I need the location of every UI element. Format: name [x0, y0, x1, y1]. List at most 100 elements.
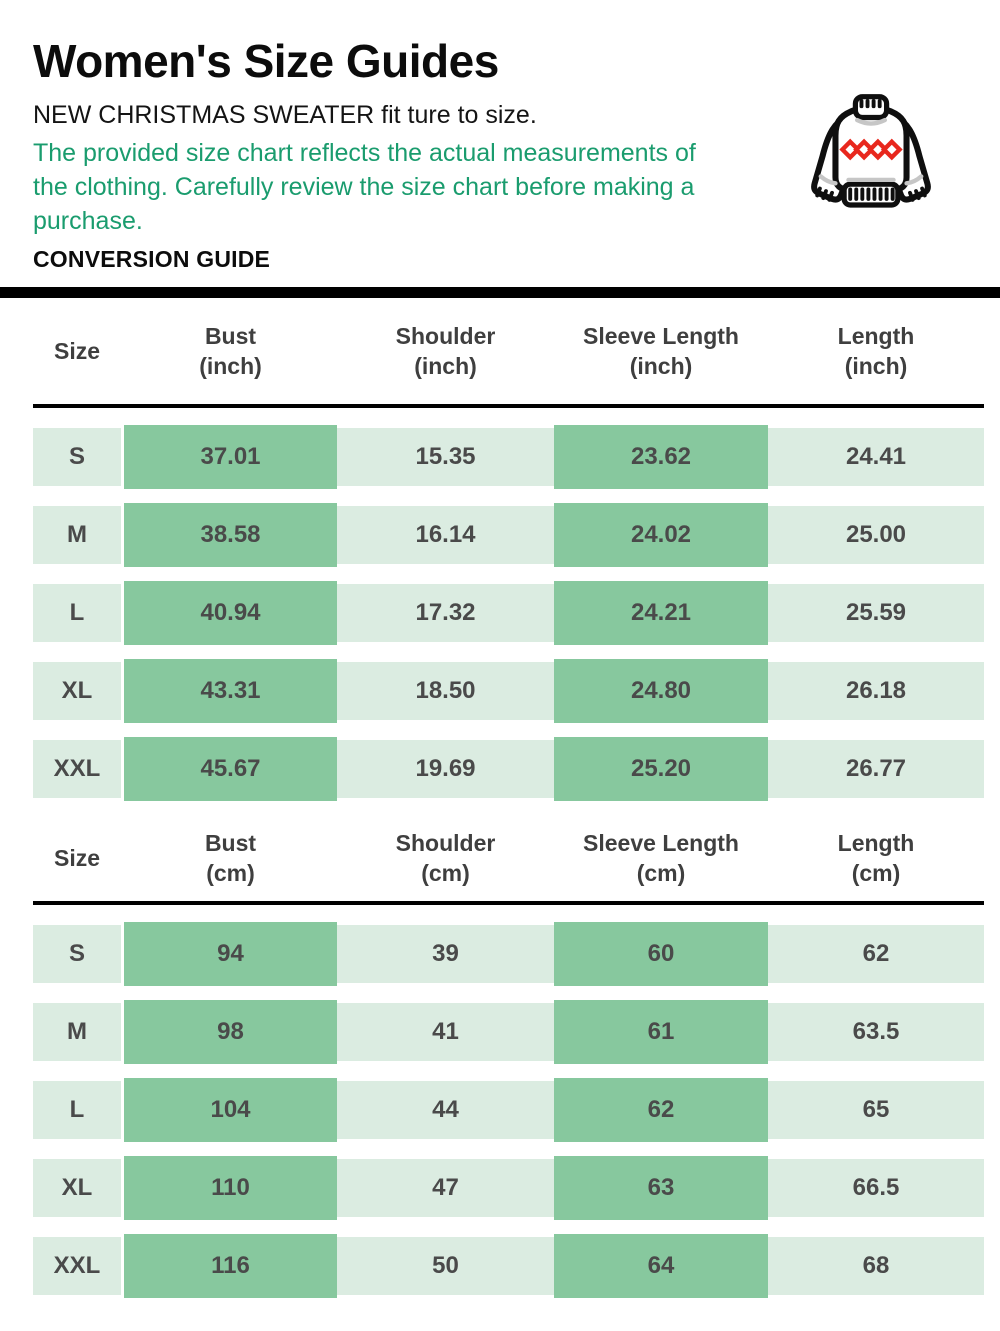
bust-cell: 38.58 — [124, 503, 337, 568]
header-underline — [33, 901, 984, 906]
column-header-label: Sleeve Length — [583, 323, 739, 350]
conversion-guide-label: CONVERSION GUIDE — [33, 246, 271, 273]
sleeve-length-cell: 63 — [554, 1156, 768, 1221]
table-row: M 98 41 61 63.5 — [33, 1000, 1000, 1065]
size-cell: S — [33, 428, 121, 487]
measurement-note: The provided size chart reflects the act… — [33, 139, 696, 236]
column-header-length: Length (inch) — [768, 321, 984, 381]
shoulder-cell: 47 — [337, 1159, 554, 1218]
sleeve-length-cell: 24.02 — [554, 503, 768, 568]
column-header-label: Sleeve Length — [583, 830, 739, 857]
table-row: M 38.58 16.14 24.02 25.00 — [33, 503, 1000, 568]
bust-cell: 98 — [124, 1000, 337, 1065]
bust-cell: 37.01 — [124, 425, 337, 490]
column-header-label: Bust — [204, 830, 257, 857]
cm-table-header: Size Bust (cm) Shoulder (cm) Sleeve Leng… — [33, 815, 1000, 901]
bust-cell: 104 — [124, 1078, 337, 1143]
shoulder-cell: 19.69 — [337, 740, 554, 799]
size-cell: XL — [33, 1159, 121, 1218]
column-header-shoulder: Shoulder (inch) — [337, 321, 554, 381]
column-header-label: Shoulder — [395, 323, 496, 350]
length-cell: 24.41 — [768, 428, 984, 487]
column-header-sleeve-length: Sleeve Length (inch) — [554, 321, 768, 381]
sleeve-length-cell: 60 — [554, 922, 768, 987]
length-cell: 63.5 — [768, 1003, 984, 1062]
shoulder-cell: 41 — [337, 1003, 554, 1062]
column-header-label: Shoulder — [395, 830, 496, 857]
shoulder-cell: 18.50 — [337, 662, 554, 721]
column-header-sleeve-length: Sleeve Length (cm) — [554, 828, 768, 888]
column-header-bust: Bust (cm) — [124, 828, 337, 888]
size-cell: XXL — [33, 740, 121, 799]
column-header-label: Length — [837, 830, 915, 857]
bust-cell: 110 — [124, 1156, 337, 1221]
conversion-tables: Size Bust (inch) Shoulder (inch) Sleeve … — [0, 298, 1000, 1299]
column-header-label: Bust — [204, 323, 257, 350]
length-cell: 65 — [768, 1081, 984, 1140]
table-row: XL 110 47 63 66.5 — [33, 1156, 1000, 1221]
length-cell: 26.18 — [768, 662, 984, 721]
bust-cell: 45.67 — [124, 737, 337, 802]
column-header-unit: (cm) — [636, 860, 686, 887]
size-cell: L — [33, 1081, 121, 1140]
bust-cell: 40.94 — [124, 581, 337, 646]
shoulder-cell: 15.35 — [337, 428, 554, 487]
length-cell: 26.77 — [768, 740, 984, 799]
table-row: L 104 44 62 65 — [33, 1078, 1000, 1143]
sweater-icon-graphic — [811, 94, 931, 208]
column-header-size: Size — [53, 845, 101, 872]
length-cell: 25.00 — [768, 506, 984, 565]
fit-note: NEW CHRISTMAS SWEATER fit ture to size. — [33, 100, 537, 129]
length-cell: 25.59 — [768, 584, 984, 643]
size-cell: M — [33, 506, 121, 565]
bust-cell: 116 — [124, 1234, 337, 1299]
bust-cell: 43.31 — [124, 659, 337, 724]
table-row: S 37.01 15.35 23.62 24.41 — [33, 425, 1000, 490]
header: Women's Size Guides NEW CHRISTMAS SWEATE… — [0, 0, 1000, 273]
column-header-shoulder: Shoulder (cm) — [337, 828, 554, 888]
diamond-pattern — [839, 138, 903, 161]
column-header-unit: (cm) — [206, 860, 255, 887]
column-header-unit: (cm) — [421, 860, 470, 887]
shoulder-cell: 44 — [337, 1081, 554, 1140]
header-underline — [33, 404, 984, 409]
column-header-label: Length — [837, 323, 915, 350]
bust-cell: 94 — [124, 922, 337, 987]
sleeve-length-cell: 23.62 — [554, 425, 768, 490]
size-cell: S — [33, 925, 121, 984]
cm-table-body: S 94 39 60 62 M 98 41 61 63.5 L 104 44 6… — [33, 922, 1000, 1299]
table-row: S 94 39 60 62 — [33, 922, 1000, 987]
shoulder-cell: 16.14 — [337, 506, 554, 565]
length-cell: 68 — [768, 1237, 984, 1296]
column-header-bust: Bust (inch) — [124, 321, 337, 381]
inch-table-body: S 37.01 15.35 23.62 24.41 M 38.58 16.14 … — [33, 425, 1000, 802]
christmas-sweater-icon — [806, 94, 936, 212]
table-row: L 40.94 17.32 24.21 25.59 — [33, 581, 1000, 646]
sleeve-length-cell: 24.21 — [554, 581, 768, 646]
column-header-unit: (cm) — [851, 860, 901, 887]
length-cell: 62 — [768, 925, 984, 984]
size-cell: M — [33, 1003, 121, 1062]
column-header-unit: (inch) — [629, 353, 693, 380]
sleeve-length-cell: 61 — [554, 1000, 768, 1065]
sleeve-length-cell: 64 — [554, 1234, 768, 1299]
column-header-unit: (inch) — [844, 353, 908, 380]
sleeve-length-cell: 25.20 — [554, 737, 768, 802]
length-cell: 66.5 — [768, 1159, 984, 1218]
size-cell: XXL — [33, 1237, 121, 1296]
inch-table-header: Size Bust (inch) Shoulder (inch) Sleeve … — [33, 298, 1000, 404]
shoulder-cell: 17.32 — [337, 584, 554, 643]
page-title: Women's Size Guides — [33, 35, 499, 87]
table-row: XXL 116 50 64 68 — [33, 1234, 1000, 1299]
divider-thick — [0, 287, 1000, 299]
table-row: XXL 45.67 19.69 25.20 26.77 — [33, 737, 1000, 802]
column-header-size: Size — [53, 338, 101, 365]
shoulder-cell: 50 — [337, 1237, 554, 1296]
shoulder-cell: 39 — [337, 925, 554, 984]
sleeve-length-cell: 62 — [554, 1078, 768, 1143]
sleeve-length-cell: 24.80 — [554, 659, 768, 724]
size-cell: L — [33, 584, 121, 643]
column-header-unit: (inch) — [199, 353, 262, 380]
column-header-unit: (inch) — [414, 353, 477, 380]
